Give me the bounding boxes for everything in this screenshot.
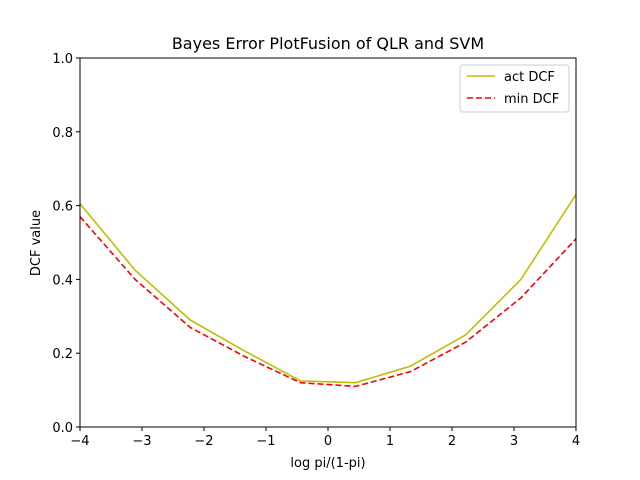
series-line-min-dcf [79,216,577,388]
legend-label-act-dcf: act DCF [504,70,555,85]
x-tick-label: −2 [194,434,213,449]
x-axis-ticks: −4 −3 −2 −1 0 1 2 3 4 [70,427,580,449]
chart-title: Bayes Error PlotFusion of QLR and SVM [172,34,484,53]
y-tick-label: 0.2 [52,347,73,362]
x-axis-label: log pi/(1-pi) [290,456,365,471]
y-tick-label: 0.4 [52,273,73,288]
x-tick-label: 2 [448,434,456,449]
legend-label-min-dcf: min DCF [504,92,559,107]
series-layer [79,194,577,388]
y-axis-ticks: 0.0 0.2 0.4 0.6 0.8 1.0 [52,52,80,436]
x-tick-label: −4 [70,434,89,449]
x-tick-label: 1 [386,434,394,449]
series-line-act-dcf [79,194,577,384]
x-tick-label: 0 [324,434,332,449]
x-tick-label: 4 [572,434,580,449]
y-tick-label: 0.0 [52,421,73,436]
x-tick-label: −1 [256,434,275,449]
y-tick-label: 0.8 [52,126,73,141]
x-tick-label: 3 [510,434,518,449]
y-axis-label: DCF value [29,210,44,276]
legend: act DCF min DCF [459,64,570,113]
x-tick-label: −3 [132,434,151,449]
y-tick-label: 0.6 [52,200,73,215]
plot-frame [79,57,577,428]
y-tick-label: 1.0 [52,52,73,67]
